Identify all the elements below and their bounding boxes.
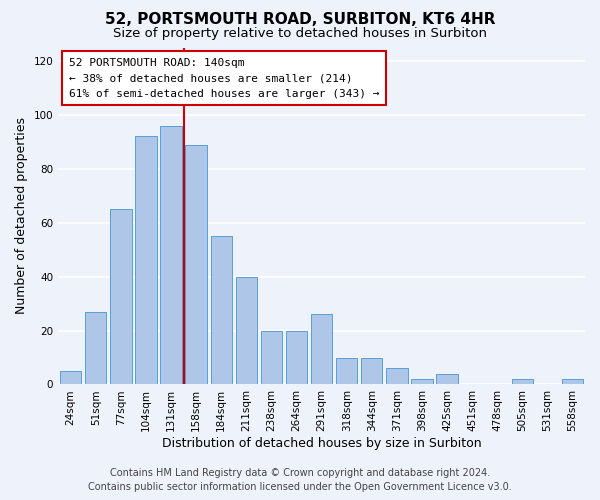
Bar [236, 276, 257, 384]
Bar [311, 314, 332, 384]
Bar [85, 312, 106, 384]
Text: 52, PORTSMOUTH ROAD, SURBITON, KT6 4HR: 52, PORTSMOUTH ROAD, SURBITON, KT6 4HR [105, 12, 495, 28]
Bar [211, 236, 232, 384]
Bar [411, 379, 433, 384]
Bar [286, 330, 307, 384]
Bar [261, 330, 282, 384]
Bar [512, 379, 533, 384]
Bar [386, 368, 407, 384]
Text: Size of property relative to detached houses in Surbiton: Size of property relative to detached ho… [113, 28, 487, 40]
Bar [136, 136, 157, 384]
Y-axis label: Number of detached properties: Number of detached properties [15, 118, 28, 314]
Bar [60, 371, 82, 384]
Bar [110, 209, 131, 384]
X-axis label: Distribution of detached houses by size in Surbiton: Distribution of detached houses by size … [162, 437, 481, 450]
Bar [361, 358, 382, 384]
Bar [160, 126, 182, 384]
Text: Contains HM Land Registry data © Crown copyright and database right 2024.
Contai: Contains HM Land Registry data © Crown c… [88, 468, 512, 492]
Bar [336, 358, 358, 384]
Text: 52 PORTSMOUTH ROAD: 140sqm
← 38% of detached houses are smaller (214)
61% of sem: 52 PORTSMOUTH ROAD: 140sqm ← 38% of deta… [69, 58, 379, 99]
Bar [436, 374, 458, 384]
Bar [185, 144, 207, 384]
Bar [562, 379, 583, 384]
